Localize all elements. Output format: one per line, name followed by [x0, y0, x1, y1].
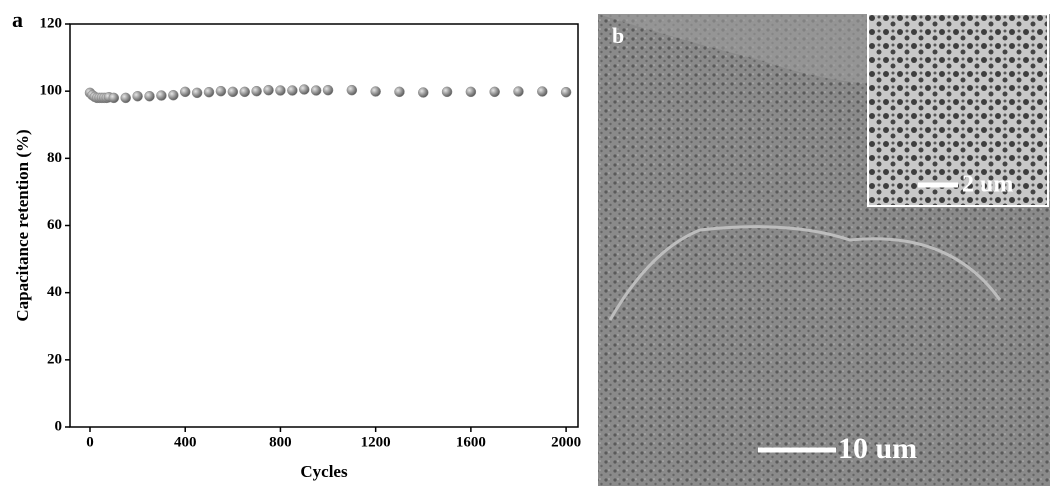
- data-point: [311, 85, 321, 95]
- data-point: [228, 87, 238, 97]
- data-point: [418, 88, 428, 98]
- panel-label: a: [12, 7, 23, 32]
- data-point: [561, 87, 571, 97]
- data-point: [145, 91, 155, 101]
- data-point: [216, 86, 226, 96]
- x-axis-label: Cycles: [300, 462, 348, 481]
- data-point: [466, 87, 476, 97]
- data-point: [347, 85, 357, 95]
- data-point: [192, 88, 202, 98]
- data-point: [442, 87, 452, 97]
- axes-frame: [70, 24, 578, 427]
- data-point: [180, 87, 190, 97]
- inset: [868, 14, 1048, 206]
- data-point: [109, 93, 119, 103]
- panel-label: b: [612, 23, 624, 48]
- y-tick-label: 80: [47, 150, 62, 166]
- x-tick-label: 800: [269, 434, 292, 450]
- y-tick-label: 120: [40, 15, 63, 31]
- data-point: [264, 85, 274, 95]
- scale-text: 10 um: [838, 432, 917, 465]
- y-tick-label: 0: [55, 418, 63, 434]
- y-tick-label: 40: [47, 284, 62, 300]
- y-axis-label: Capacitance retention (%): [13, 129, 32, 321]
- x-tick-label: 400: [174, 434, 197, 450]
- y-tick-label: 100: [40, 83, 63, 99]
- data-point: [168, 90, 178, 100]
- data-point: [156, 91, 166, 101]
- y-tick-label: 20: [47, 351, 62, 367]
- data-point: [252, 86, 262, 96]
- data-point: [513, 87, 523, 97]
- y-tick-label: 60: [47, 217, 62, 233]
- data-point: [121, 93, 131, 103]
- data-point: [133, 91, 143, 101]
- inset-scale-text: 2 um: [962, 172, 1013, 198]
- data-point: [287, 85, 297, 95]
- x-tick-label: 0: [86, 434, 94, 450]
- sem-image: b 2 um 10 um: [598, 14, 1050, 486]
- x-tick-label: 1200: [361, 434, 391, 450]
- data-point: [204, 87, 214, 97]
- figure: a 0204060801001200400800120016002000Cycl…: [0, 0, 1050, 486]
- x-tick-label: 2000: [551, 434, 581, 450]
- data-point: [275, 85, 285, 95]
- data-point: [490, 87, 500, 97]
- data-point: [323, 85, 333, 95]
- data-point: [371, 87, 381, 97]
- data-point: [394, 87, 404, 97]
- data-point: [299, 84, 309, 94]
- data-point: [537, 87, 547, 97]
- data-point: [240, 87, 250, 97]
- x-tick-label: 1600: [456, 434, 486, 450]
